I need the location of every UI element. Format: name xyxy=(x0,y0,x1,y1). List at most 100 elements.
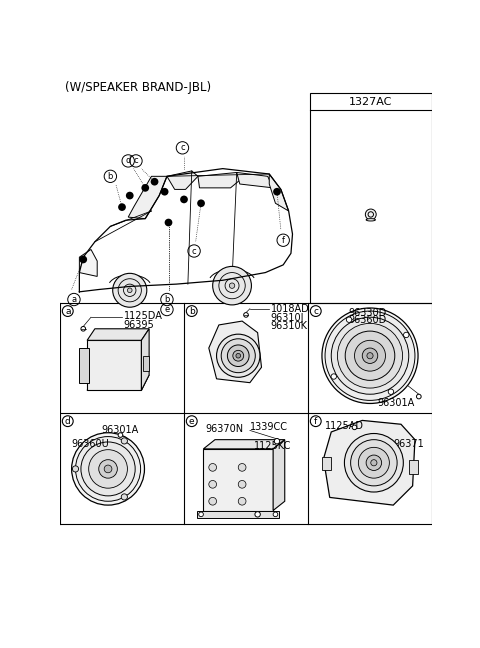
Text: 1125DA: 1125DA xyxy=(123,310,162,321)
Circle shape xyxy=(151,178,158,185)
Circle shape xyxy=(345,331,395,380)
Circle shape xyxy=(79,255,87,263)
Text: b: b xyxy=(108,172,113,181)
Text: 96301A: 96301A xyxy=(378,398,415,408)
Circle shape xyxy=(197,200,205,207)
Text: c: c xyxy=(313,307,318,316)
Text: e: e xyxy=(189,417,194,426)
Circle shape xyxy=(118,433,123,437)
Circle shape xyxy=(417,394,421,399)
Circle shape xyxy=(209,498,216,505)
Polygon shape xyxy=(79,348,89,383)
Circle shape xyxy=(127,288,132,293)
Text: 96330D: 96330D xyxy=(348,308,386,318)
Text: 96301A: 96301A xyxy=(101,426,138,435)
Circle shape xyxy=(121,494,127,500)
Polygon shape xyxy=(273,439,285,511)
Polygon shape xyxy=(142,329,149,390)
Polygon shape xyxy=(237,172,273,188)
Circle shape xyxy=(331,374,336,379)
Text: 96395: 96395 xyxy=(123,320,154,330)
Bar xyxy=(322,457,331,470)
Text: c: c xyxy=(192,246,196,255)
Circle shape xyxy=(229,283,235,288)
Text: (W/SPEAKER BRAND-JBL): (W/SPEAKER BRAND-JBL) xyxy=(65,80,211,93)
Text: 96360D: 96360D xyxy=(348,316,386,325)
Circle shape xyxy=(347,317,352,323)
Text: b: b xyxy=(189,307,194,316)
Circle shape xyxy=(81,327,85,331)
Text: 96371: 96371 xyxy=(393,439,424,449)
Circle shape xyxy=(221,339,255,373)
Polygon shape xyxy=(128,176,167,218)
Ellipse shape xyxy=(366,218,375,221)
Circle shape xyxy=(142,184,149,192)
Circle shape xyxy=(362,348,378,364)
Circle shape xyxy=(371,459,377,466)
Circle shape xyxy=(89,450,127,488)
Circle shape xyxy=(121,438,127,444)
Circle shape xyxy=(118,203,126,211)
Circle shape xyxy=(337,323,403,388)
Polygon shape xyxy=(87,375,149,390)
Polygon shape xyxy=(79,249,97,277)
Circle shape xyxy=(365,209,376,220)
Circle shape xyxy=(72,433,144,505)
Polygon shape xyxy=(269,174,288,211)
Circle shape xyxy=(238,463,246,471)
Polygon shape xyxy=(324,421,415,505)
Text: f: f xyxy=(314,417,317,426)
Polygon shape xyxy=(209,321,262,383)
Text: 1125KC: 1125KC xyxy=(254,441,291,451)
Polygon shape xyxy=(167,171,198,189)
Circle shape xyxy=(233,351,244,361)
Text: 96310K: 96310K xyxy=(271,321,308,330)
Circle shape xyxy=(165,218,172,226)
Text: a: a xyxy=(72,295,76,304)
Circle shape xyxy=(244,312,248,318)
Circle shape xyxy=(255,512,260,517)
Text: f: f xyxy=(282,236,285,245)
Circle shape xyxy=(180,196,188,203)
Circle shape xyxy=(367,353,373,359)
Circle shape xyxy=(209,463,216,471)
Circle shape xyxy=(238,480,246,488)
Circle shape xyxy=(216,334,260,377)
Text: c: c xyxy=(180,143,185,152)
Circle shape xyxy=(209,480,216,488)
Circle shape xyxy=(366,455,382,470)
Circle shape xyxy=(331,318,409,394)
Bar xyxy=(409,461,418,474)
Text: 1125AD: 1125AD xyxy=(325,421,364,431)
Circle shape xyxy=(104,465,112,473)
Circle shape xyxy=(238,498,246,505)
Polygon shape xyxy=(204,439,285,449)
Circle shape xyxy=(404,332,409,338)
Circle shape xyxy=(345,434,403,492)
Text: 1018AD: 1018AD xyxy=(271,304,310,314)
Text: d: d xyxy=(125,156,131,165)
Polygon shape xyxy=(87,340,142,390)
Circle shape xyxy=(199,512,204,516)
Bar xyxy=(143,356,149,371)
Circle shape xyxy=(350,439,397,486)
Circle shape xyxy=(388,389,394,395)
Circle shape xyxy=(325,311,415,400)
Text: d: d xyxy=(65,417,71,426)
Polygon shape xyxy=(204,449,273,511)
Circle shape xyxy=(273,188,281,196)
Polygon shape xyxy=(87,329,149,340)
Circle shape xyxy=(236,353,240,358)
Circle shape xyxy=(72,466,79,472)
Text: 96310J: 96310J xyxy=(271,313,304,323)
Circle shape xyxy=(161,188,168,196)
Polygon shape xyxy=(198,172,240,188)
Circle shape xyxy=(99,459,117,478)
Bar xyxy=(197,511,279,518)
Text: b: b xyxy=(164,295,169,304)
Circle shape xyxy=(355,340,385,371)
Text: 1327AC: 1327AC xyxy=(349,97,393,107)
Circle shape xyxy=(359,447,389,478)
Circle shape xyxy=(75,437,141,502)
Circle shape xyxy=(274,439,280,444)
